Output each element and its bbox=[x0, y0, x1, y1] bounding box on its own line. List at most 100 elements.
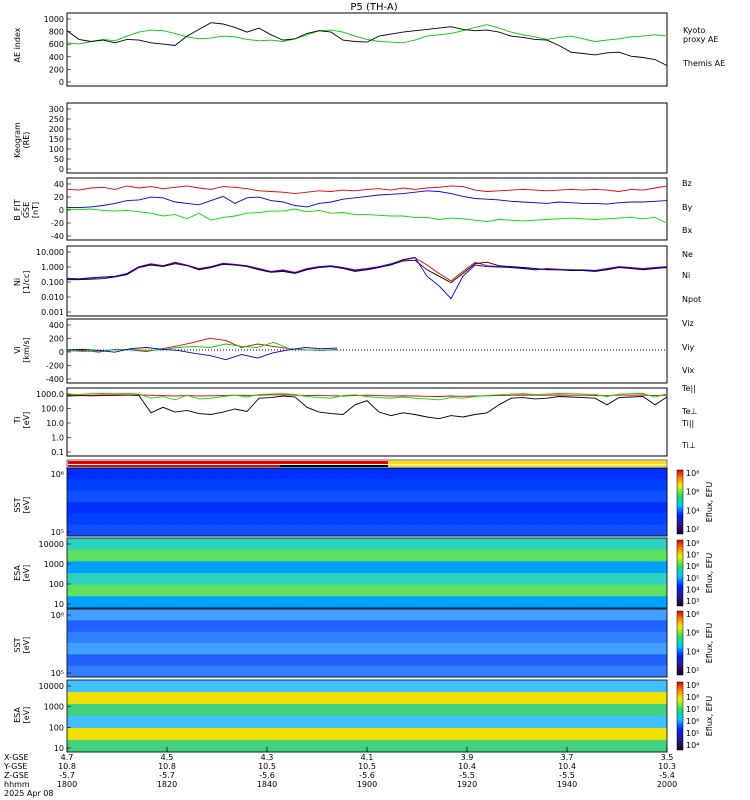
esa-elec-cell bbox=[622, 692, 638, 705]
sst-ion-colorbar bbox=[676, 469, 684, 535]
esa-elec-cell bbox=[367, 728, 383, 741]
sst-ion-cell bbox=[187, 524, 203, 537]
sst-ion-cell bbox=[427, 513, 443, 526]
sst-elec-cell bbox=[157, 665, 173, 678]
esa-elec-cell bbox=[517, 716, 533, 729]
esa-elec-cell bbox=[472, 716, 488, 729]
footer-row-label-4: 2025 Apr 08 bbox=[4, 789, 53, 798]
esa-elec-cell bbox=[157, 716, 173, 729]
esa-ion-cell bbox=[367, 596, 383, 609]
esa-ion-cell bbox=[427, 584, 443, 597]
sst-ion-cell bbox=[352, 513, 368, 526]
esa-elec-cell bbox=[157, 692, 173, 705]
esa-elec-cbar-tick-2: 10⁷ bbox=[686, 705, 699, 714]
esa-elec-cell bbox=[262, 704, 278, 717]
esa-elec-cell bbox=[277, 704, 293, 717]
sst-ion-cell bbox=[457, 479, 473, 492]
esa-elec-cell bbox=[652, 704, 668, 717]
sst-elec-cell bbox=[112, 643, 128, 655]
sst-ion-cell bbox=[637, 479, 653, 492]
esa-ion-cell bbox=[397, 561, 413, 574]
esa-elec-cell bbox=[322, 728, 338, 741]
sst-ion-cell bbox=[277, 490, 293, 503]
sst-ion-cell bbox=[502, 513, 518, 526]
sst-ion-cell bbox=[157, 513, 173, 526]
footer-y-5: 10.4 bbox=[558, 762, 576, 771]
esa-ion-cell bbox=[592, 561, 608, 574]
sst-elec-cell bbox=[112, 609, 128, 621]
sst-ion-cell bbox=[232, 468, 248, 480]
esa-elec-cell bbox=[232, 716, 248, 729]
esa-elec-cell bbox=[247, 704, 263, 717]
bfield-series-by bbox=[66, 208, 668, 224]
sst-ion-cell bbox=[502, 490, 518, 503]
esa-elec-cbar-tick-3: 10⁶ bbox=[686, 717, 699, 726]
esa-elec-cell bbox=[232, 704, 248, 717]
sst-ion-cell bbox=[427, 524, 443, 537]
esa-ion-cell bbox=[202, 584, 218, 597]
esa-ion-cell bbox=[592, 596, 608, 609]
esa-elec-cell bbox=[412, 680, 428, 693]
esa-elec-cell bbox=[142, 716, 158, 729]
esa-elec-cell bbox=[217, 716, 233, 729]
sst-ion-cell bbox=[517, 513, 533, 526]
sst-ion-cell bbox=[202, 479, 218, 492]
sst-ion-cell bbox=[592, 502, 608, 514]
sst-ion-cell bbox=[502, 468, 518, 480]
esa-elec-cell bbox=[592, 740, 608, 753]
esa-elec-cell bbox=[292, 716, 308, 729]
footer-z-4: -5.5 bbox=[459, 771, 475, 780]
esa-elec-cell bbox=[337, 680, 353, 693]
esa-elec-cell bbox=[622, 740, 638, 753]
esa-ion-cell bbox=[517, 549, 533, 562]
sst-elec-cell bbox=[517, 643, 533, 655]
sst-ion-cell bbox=[547, 490, 563, 503]
esa-elec-cell bbox=[352, 692, 368, 705]
esa-ion-cell bbox=[322, 584, 338, 597]
sst-ion-ylabel-1: [eV] bbox=[22, 497, 31, 514]
sst-elec-cell bbox=[232, 631, 248, 644]
sst-ion-cell bbox=[652, 502, 668, 514]
footer-z-6: -5.4 bbox=[659, 771, 675, 780]
sst-elec-cell bbox=[622, 654, 638, 667]
sst-elec-cell bbox=[202, 631, 218, 644]
sst-ion-cell bbox=[442, 479, 458, 492]
sst-ion-cell bbox=[652, 490, 668, 503]
spectrogram-layer bbox=[66, 467, 684, 753]
sst-ion-cell bbox=[487, 524, 503, 537]
sst-ion-cell bbox=[352, 490, 368, 503]
velocity-ytick-2: 0 bbox=[59, 348, 64, 357]
sst-elec-cell bbox=[487, 631, 503, 644]
sst-elec-cell bbox=[592, 654, 608, 667]
sst-elec-cell bbox=[202, 643, 218, 655]
esa-ion-cell bbox=[397, 573, 413, 586]
esa-ion-cell bbox=[262, 584, 278, 597]
sst-ion-cell bbox=[517, 468, 533, 480]
sst-elec-cell bbox=[232, 654, 248, 667]
sst-ion-cell bbox=[397, 513, 413, 526]
sst-ion-cell bbox=[622, 479, 638, 492]
esa-ion-cell bbox=[577, 596, 593, 609]
sst-elec-cell bbox=[307, 620, 323, 633]
sst-elec-cell bbox=[262, 609, 278, 621]
esa-ion-cell bbox=[322, 538, 338, 551]
sst-elec-cell bbox=[577, 631, 593, 644]
sst-elec-cell bbox=[277, 631, 293, 644]
sst-ion-cell bbox=[217, 513, 233, 526]
temperature-series-te bbox=[66, 394, 668, 420]
sst-elec-cell bbox=[187, 643, 203, 655]
esa-ion-cell bbox=[562, 561, 578, 574]
esa-elec-cell bbox=[247, 692, 263, 705]
esa-elec-cell bbox=[532, 728, 548, 741]
esa-ion-cell bbox=[82, 584, 98, 597]
footer-t-2: 1840 bbox=[257, 780, 277, 789]
esa-ion-cell bbox=[427, 538, 443, 551]
esa-elec-cell bbox=[502, 728, 518, 741]
sst-ion-frame bbox=[66, 467, 668, 537]
sst-ion-cell bbox=[562, 502, 578, 514]
sst-ion-cbar-tick-3: 10² bbox=[686, 525, 699, 534]
figure-title: P5 (TH-A) bbox=[350, 2, 397, 13]
sst-elec-cell bbox=[577, 665, 593, 678]
esa-ion-cell bbox=[637, 549, 653, 562]
esa-elec-cell bbox=[112, 704, 128, 717]
